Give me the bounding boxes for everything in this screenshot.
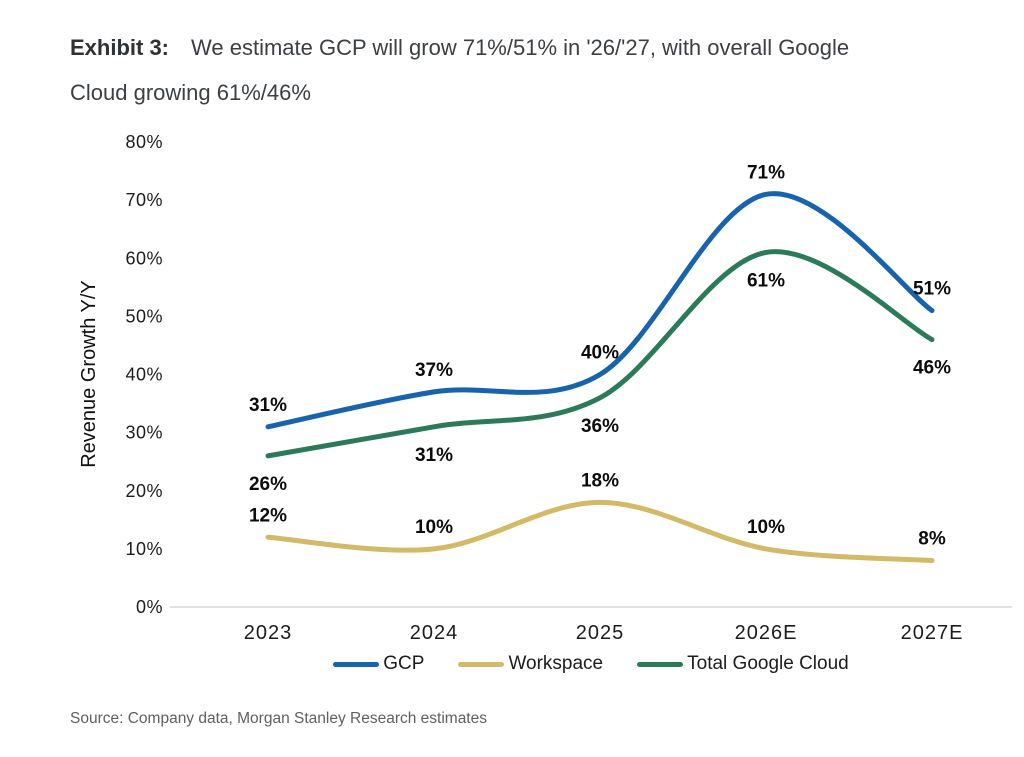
x-tick-label: 2027E xyxy=(901,622,964,644)
legend-item-workspace: Workspace xyxy=(458,653,603,675)
y-tick-label: 70% xyxy=(125,190,163,210)
legend-label-workspace: Workspace xyxy=(508,653,604,674)
data-label-workspace: 10% xyxy=(747,517,785,538)
data-label-workspace: 10% xyxy=(415,517,453,538)
legend-item-gcp: GCP xyxy=(333,653,424,675)
data-label-total-google-cloud: 36% xyxy=(581,416,619,437)
data-label-total-google-cloud: 61% xyxy=(747,270,785,291)
x-tick-label: 2023 xyxy=(244,622,293,644)
x-tick-label: 2025 xyxy=(576,622,625,644)
exhibit-title: Exhibit 3: We estimate GCP will grow 71%/… xyxy=(70,25,1015,115)
y-tick-label: 20% xyxy=(125,481,163,501)
data-label-total-google-cloud: 31% xyxy=(415,445,453,466)
total-google-cloud-line-swatch-icon xyxy=(637,661,684,667)
legend-label-total-google-cloud: Total Google Cloud xyxy=(687,653,849,674)
source-note: Source: Company data, Morgan Stanley Res… xyxy=(70,710,487,727)
data-label-workspace: 12% xyxy=(249,505,287,526)
exhibit-label: Exhibit 3: xyxy=(70,35,170,60)
y-tick-label: 50% xyxy=(125,306,163,326)
data-label-total-google-cloud: 26% xyxy=(249,474,287,495)
revenue-growth-line-chart: 0% 10% 20% 30% 40% 50% 60% 70% 80% 2023 2024 2025 20… xyxy=(78,132,1012,644)
exhibit-title-line2: Cloud growing 61%/46% xyxy=(70,80,311,105)
gcp-line-swatch-icon xyxy=(333,661,380,667)
x-tick-label: 2026E xyxy=(735,622,798,644)
workspace-line-swatch-icon xyxy=(458,661,505,667)
x-tick-label: 2024 xyxy=(410,622,459,644)
legend-label-gcp: GCP xyxy=(383,653,425,674)
data-label-total-google-cloud: 46% xyxy=(913,358,951,379)
y-tick-label: 60% xyxy=(125,248,163,268)
y-axis-title: Revenue Growth Y/Y xyxy=(78,280,100,468)
y-tick-label: 80% xyxy=(125,132,163,152)
legend-item-total-google-cloud: Total Google Cloud xyxy=(637,653,849,675)
y-tick-label: 0% xyxy=(136,597,163,617)
exhibit-title-line1: We estimate GCP will grow 71%/51% in '26… xyxy=(191,35,850,60)
data-label-gcp: 71% xyxy=(747,162,785,183)
series-line-workspace xyxy=(265,499,935,563)
y-tick-label: 30% xyxy=(125,423,163,443)
data-label-workspace: 8% xyxy=(918,529,946,550)
y-tick-label: 40% xyxy=(125,365,163,385)
data-label-gcp: 51% xyxy=(913,279,951,300)
chart-legend: GCP Workspace Total Google Cloud xyxy=(170,653,1012,675)
y-tick-label: 10% xyxy=(125,539,163,559)
series-line-gcp xyxy=(265,191,935,430)
data-label-gcp: 31% xyxy=(249,395,287,416)
series-line-total-google-cloud xyxy=(265,249,935,459)
data-label-gcp: 40% xyxy=(581,343,619,364)
data-label-gcp: 37% xyxy=(415,360,453,381)
data-label-workspace: 18% xyxy=(581,470,619,491)
